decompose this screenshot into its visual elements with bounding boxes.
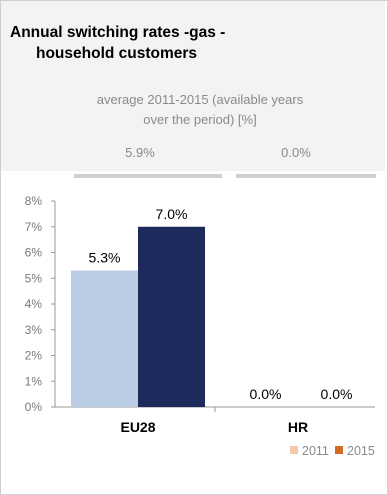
y-tick-label: 4% xyxy=(25,297,43,311)
category-label: HR xyxy=(288,419,308,435)
chart-title: Annual switching rates -gas - household … xyxy=(10,22,310,64)
data-label: 0.0% xyxy=(250,386,282,402)
legend-label-2015: 2015 xyxy=(347,444,375,458)
y-tick-label: 3% xyxy=(25,323,43,337)
legend-swatch-2015 xyxy=(335,446,343,454)
y-tick-label: 5% xyxy=(25,271,43,285)
average-bar-eu28 xyxy=(74,174,222,178)
bar-2011-eu28 xyxy=(71,270,138,407)
chart-subtitle: average 2011-2015 (available years over … xyxy=(70,90,330,130)
data-label: 5.3% xyxy=(89,250,121,266)
title-line-1: Annual switching rates -gas - xyxy=(10,24,226,41)
chart-header xyxy=(1,1,385,171)
y-tick-label: 0% xyxy=(25,400,43,414)
average-hr: 0.0% xyxy=(281,145,311,160)
y-tick-label: 7% xyxy=(25,220,43,234)
average-eu28: 5.9% xyxy=(125,145,155,160)
title-line-2: household customers xyxy=(36,45,198,62)
category-label: EU28 xyxy=(120,419,155,435)
y-tick-label: 1% xyxy=(25,374,43,388)
y-tick-label: 6% xyxy=(25,246,43,260)
legend-label-2011: 2011 xyxy=(302,444,329,458)
data-label: 0.0% xyxy=(321,386,353,402)
subtitle-line-1: average 2011-2015 (available years xyxy=(96,92,304,107)
subtitle-line-2: over the period) [%] xyxy=(143,112,257,127)
data-label: 7.0% xyxy=(156,206,188,222)
y-tick-label: 2% xyxy=(25,349,43,363)
bar-2015-eu28 xyxy=(138,226,205,407)
y-tick-label: 8% xyxy=(25,194,43,208)
legend-swatch-2011 xyxy=(290,446,298,454)
average-bar-hr xyxy=(236,174,376,178)
